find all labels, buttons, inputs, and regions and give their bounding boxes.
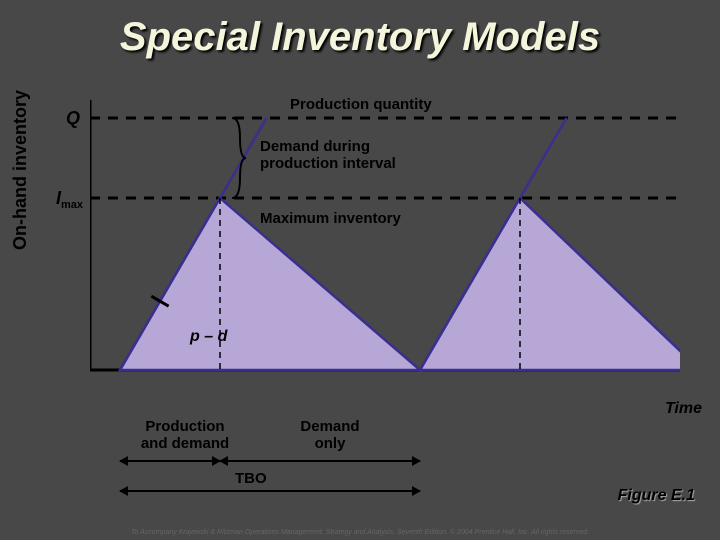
y-axis-label: On-hand inventory [10,90,31,250]
figure-label: Figure E.1 [618,487,695,505]
demand-during-label: Demand during production interval [260,138,396,173]
max-inventory-label: Maximum inventory [260,210,401,227]
x-axis-label: Time [665,400,702,418]
tbo-label: TBO [235,470,267,487]
production-qty-label: Production quantity [290,96,432,113]
demand-only-label: Demand only [280,418,380,452]
slope-label: p – d [190,328,227,346]
prod-demand-label: Production and demand [130,418,240,452]
slide-title: Special Inventory Models [0,15,720,60]
prod-demand-arrow [120,460,220,462]
imax-label: Imax [56,188,83,211]
q-label: Q [66,108,80,129]
demand-only-arrow [220,460,420,462]
tbo-arrow [120,490,420,492]
footer-text: To Accompany Krajewski & Ritzman Operati… [0,529,720,536]
